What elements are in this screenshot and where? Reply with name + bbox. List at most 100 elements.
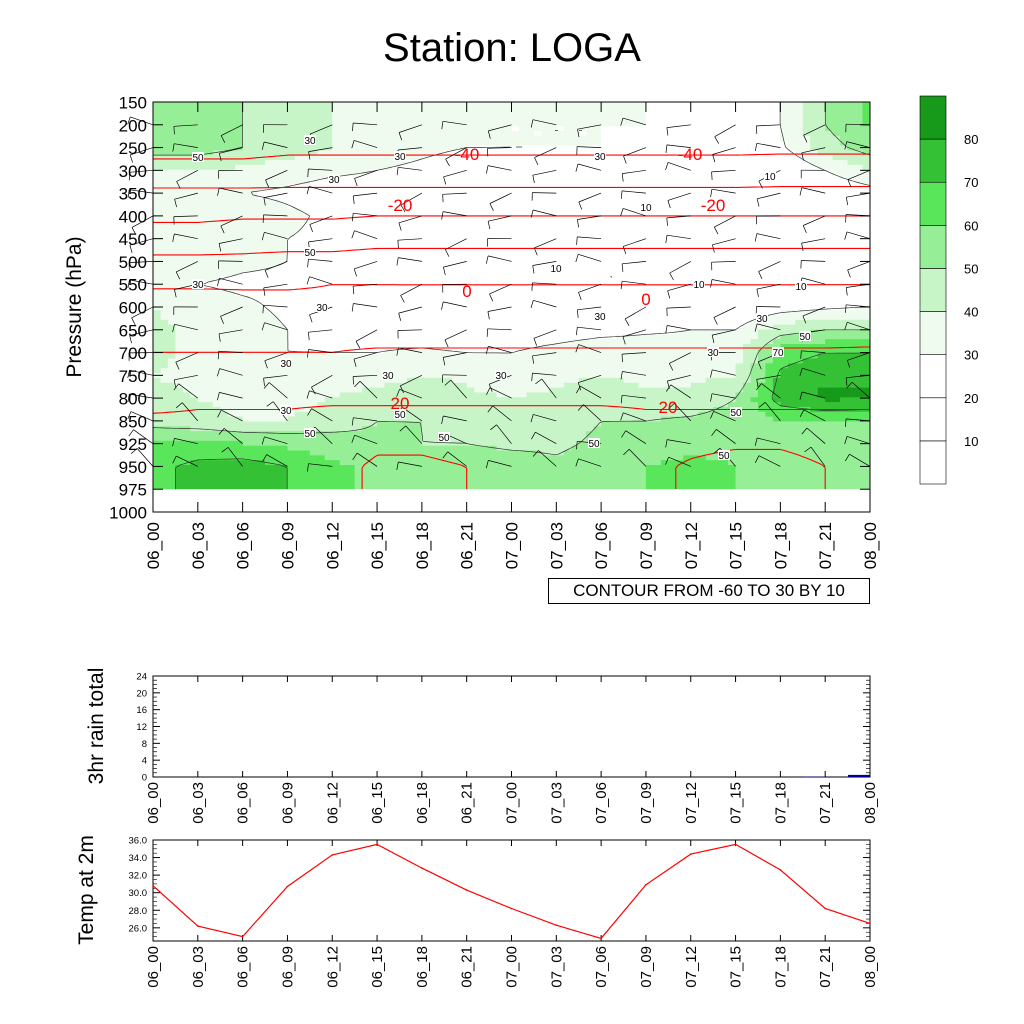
wind-barb-shaft [308,238,333,243]
wind-barb-flag [398,132,403,141]
wind-barb-flag [441,301,444,310]
wind-barb-shaft [489,192,512,204]
temperature-point [510,907,513,910]
wind-barb-shaft [399,388,423,399]
x-tick-label: 07_18 [772,946,789,988]
wind-barb-shaft [131,306,154,319]
wind-barb-shaft [533,299,557,308]
wind-barb-shaft [487,328,512,331]
wind-barb-shaft [577,326,602,331]
wind-barb-flag [486,165,489,174]
wind-barb-flag [711,171,713,180]
wind-barb-flag [175,271,181,280]
wind-barb-shaft [628,449,647,467]
wind-barb-shaft [846,283,871,288]
wind-barb-shaft [756,283,781,290]
wind-barb-flag [398,313,402,321]
wind-barb-shaft [264,261,288,271]
wind-barb-flag [668,403,675,410]
wind-barb-shaft [264,352,288,362]
wind-barb-flag [353,268,357,277]
wind-barb-flag [487,130,491,139]
wind-barb-flag [754,455,760,463]
colorbar-label: 20 [964,391,978,406]
wind-barb-flag [756,289,759,297]
wind-barb-flag [264,360,268,369]
wind-barb-shaft [757,437,781,445]
wind-barb-shaft [397,329,422,331]
wind-barb-flag [711,335,715,343]
rh-label-bg [588,438,600,448]
temperature-contour-label: 0 [641,290,650,309]
wind-barb-shaft [623,147,647,157]
wind-barb-flag [172,324,175,333]
rh-contour-label: 50 [718,451,730,462]
y-tick-label: 24 [136,672,147,683]
wind-barb-flag [712,154,716,163]
y-tick-label: 975 [119,481,147,500]
y-tick-label: 12 [136,722,147,733]
wind-barb-shaft [716,429,736,444]
wind-barb-flag [758,271,763,279]
wind-barb-flag [710,189,713,198]
wind-barb-shaft [803,124,826,136]
wind-barb-flag [754,323,758,332]
temperature-point [331,854,334,856]
rh-contour-label: 30 [280,359,292,370]
wind-barb-shaft [129,169,154,173]
rh-contour-label: 50 [304,248,316,259]
wind-barb-flag [354,380,361,388]
wind-barb-shaft [847,321,871,331]
temperature-point [690,853,692,855]
rh-label-bg [382,370,394,380]
wind-barb-flag [127,370,130,379]
y-tick-label: 300 [119,162,147,181]
wind-barb-flag [620,371,623,380]
wind-barb-flag [620,395,623,404]
wind-barb-flag [844,454,850,462]
wind-barb-flag [217,351,220,360]
wind-barb-flag [799,391,803,400]
wind-barb-shaft [443,261,467,268]
temperature-contour--40 [153,153,870,160]
wind-barb-flag [575,163,579,172]
rh-label-bg [304,247,316,257]
rh-contour-label: 50 [438,433,450,444]
wind-barb-flag [130,448,138,454]
wind-barb-flag [306,390,310,399]
wind-barb-shaft [711,261,736,263]
wind-barb-shaft [846,436,871,445]
wind-barb-shaft [714,215,736,228]
rh-label-bg [594,311,606,321]
wind-barb-shaft [445,147,467,160]
wind-barb-shaft [359,380,378,399]
wind-barb-flag [487,405,494,413]
y-tick-label: 20 [136,688,147,699]
rh-label-bg [772,347,784,357]
wind-barb-shaft [622,208,647,217]
wind-barb-shaft [176,455,198,467]
x-tick-label: 07_12 [683,782,700,824]
temperature-point [197,925,199,927]
colorbar-label: 80 [964,132,978,147]
wind-barb-flag [578,201,583,210]
rh-label-bg [693,279,705,289]
wind-barb-shaft [669,352,691,364]
wind-barb-shaft [442,374,467,376]
wind-barb-flag [532,265,535,274]
temperature-point [152,884,154,887]
wind-barb-shaft [220,306,243,317]
wind-barb-flag [398,222,402,231]
wind-barb-shaft [405,425,423,444]
wind-barb-shaft [309,390,333,399]
wind-barb-flag [713,226,719,235]
wind-barb-flag [712,244,715,253]
wind-barb-flag [530,209,534,218]
wind-barb-shaft [489,387,512,399]
wind-barb-shaft [219,187,243,194]
x-tick-label: 06_06 [235,782,252,824]
wind-barb-shaft [622,371,646,376]
wind-barb-flag [531,373,533,382]
wind-barb-flag [713,317,718,325]
